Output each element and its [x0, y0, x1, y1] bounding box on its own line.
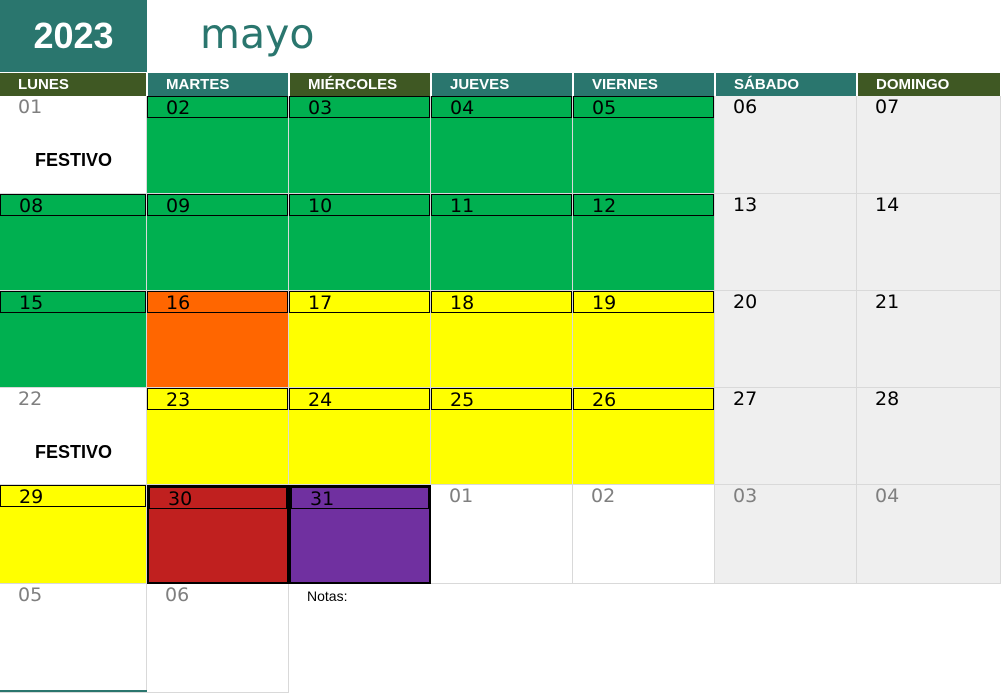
day-number: 24: [289, 388, 430, 411]
day-number: 25: [431, 388, 572, 411]
day-cell[interactable]: 06: [715, 96, 857, 194]
day-cell[interactable]: 27: [715, 388, 857, 485]
day-cell[interactable]: 29: [0, 485, 147, 584]
day-number: 17: [289, 291, 430, 314]
day-cell[interactable]: 24: [289, 388, 431, 485]
day-cell[interactable]: 01 FESTIVO: [0, 96, 147, 194]
day-cell[interactable]: 03: [289, 96, 431, 194]
day-cell[interactable]: 08: [0, 194, 147, 291]
day-number: 22: [0, 388, 146, 410]
day-cell[interactable]: 02: [147, 96, 289, 194]
day-cell[interactable]: 17: [289, 291, 431, 388]
day-cell[interactable]: 22 FESTIVO: [0, 388, 147, 485]
day-number: 20: [715, 291, 856, 313]
day-number: 05: [0, 584, 146, 606]
weekday-label: JUEVES: [450, 76, 510, 93]
day-number: 02: [147, 96, 288, 119]
day-number: 10: [289, 194, 430, 217]
day-number: 04: [857, 485, 1000, 507]
day-cell[interactable]: 01: [431, 485, 573, 584]
weekday-header: VIERNES: [574, 73, 714, 96]
weekday-header: JUEVES: [432, 73, 572, 96]
day-number: 21: [857, 291, 1000, 313]
day-number: 02: [573, 485, 714, 507]
day-number: 06: [147, 584, 288, 606]
day-cell[interactable]: 21: [857, 291, 1001, 388]
weekday-header: SÁBADO: [716, 73, 856, 96]
day-cell[interactable]: 23: [147, 388, 289, 485]
holiday-note: FESTIVO: [34, 150, 112, 170]
day-cell[interactable]: 14: [857, 194, 1001, 291]
day-cell[interactable]: 11: [431, 194, 573, 291]
day-cell[interactable]: 31: [289, 485, 431, 584]
day-number: 08: [0, 194, 146, 217]
weekday-label: DOMINGO: [876, 76, 950, 93]
weekday-label: SÁBADO: [734, 76, 800, 93]
day-number: 13: [715, 194, 856, 216]
weekday-label: VIERNES: [592, 76, 658, 93]
day-cell[interactable]: 25: [431, 388, 573, 485]
day-number: 09: [147, 194, 288, 217]
weekday-header: LUNES: [0, 73, 146, 96]
day-number: 06: [715, 96, 856, 118]
weekday-header: MARTES: [148, 73, 288, 96]
day-number: 03: [715, 485, 856, 507]
day-cell[interactable]: 10: [289, 194, 431, 291]
day-number: 03: [289, 96, 430, 119]
weekday-label: MARTES: [166, 76, 230, 93]
bottom-accent-line: [0, 690, 147, 692]
day-cell[interactable]: 13: [715, 194, 857, 291]
day-number: 11: [431, 194, 572, 217]
day-number: 19: [573, 291, 714, 314]
day-cell[interactable]: 18: [431, 291, 573, 388]
day-cell[interactable]: 16: [147, 291, 289, 388]
weekday-label: MIÉRCOLES: [308, 76, 398, 93]
weekday-header: MIÉRCOLES: [290, 73, 430, 96]
day-cell[interactable]: 28: [857, 388, 1001, 485]
day-cell[interactable]: 20: [715, 291, 857, 388]
day-number: 14: [857, 194, 1000, 216]
day-number: 01: [431, 485, 572, 507]
day-cell[interactable]: 30: [147, 485, 289, 584]
day-cell[interactable]: 04: [857, 485, 1001, 584]
holiday-note: FESTIVO: [34, 442, 112, 462]
day-number: 27: [715, 388, 856, 410]
day-number: 16: [147, 291, 288, 314]
day-cell[interactable]: 06: [147, 584, 289, 693]
day-number: 28: [857, 388, 1000, 410]
day-number: 12: [573, 194, 714, 217]
year-label: 2023: [0, 0, 147, 72]
day-number: 26: [573, 388, 714, 411]
day-number: 29: [0, 485, 146, 508]
day-number: 07: [857, 96, 1000, 118]
day-cell[interactable]: 09: [147, 194, 289, 291]
day-number: 31: [291, 487, 429, 510]
day-number: 15: [0, 291, 146, 314]
month-title: mayo: [200, 10, 315, 58]
day-number: 23: [147, 388, 288, 411]
day-cell[interactable]: 02: [573, 485, 715, 584]
day-cell[interactable]: 15: [0, 291, 147, 388]
day-number: 01: [0, 96, 146, 118]
day-cell[interactable]: 26: [573, 388, 715, 485]
day-number: 18: [431, 291, 572, 314]
day-cell[interactable]: 04: [431, 96, 573, 194]
day-cell[interactable]: 19: [573, 291, 715, 388]
day-number: 04: [431, 96, 572, 119]
day-cell[interactable]: 03: [715, 485, 857, 584]
weekday-label: LUNES: [18, 76, 69, 93]
day-number: 30: [149, 487, 287, 510]
day-number: 05: [573, 96, 714, 119]
weekday-header: DOMINGO: [858, 73, 1000, 96]
day-cell[interactable]: 07: [857, 96, 1001, 194]
day-cell[interactable]: 12: [573, 194, 715, 291]
day-cell[interactable]: 05: [0, 584, 147, 693]
day-cell[interactable]: 05: [573, 96, 715, 194]
notes-label: Notas:: [307, 588, 348, 604]
